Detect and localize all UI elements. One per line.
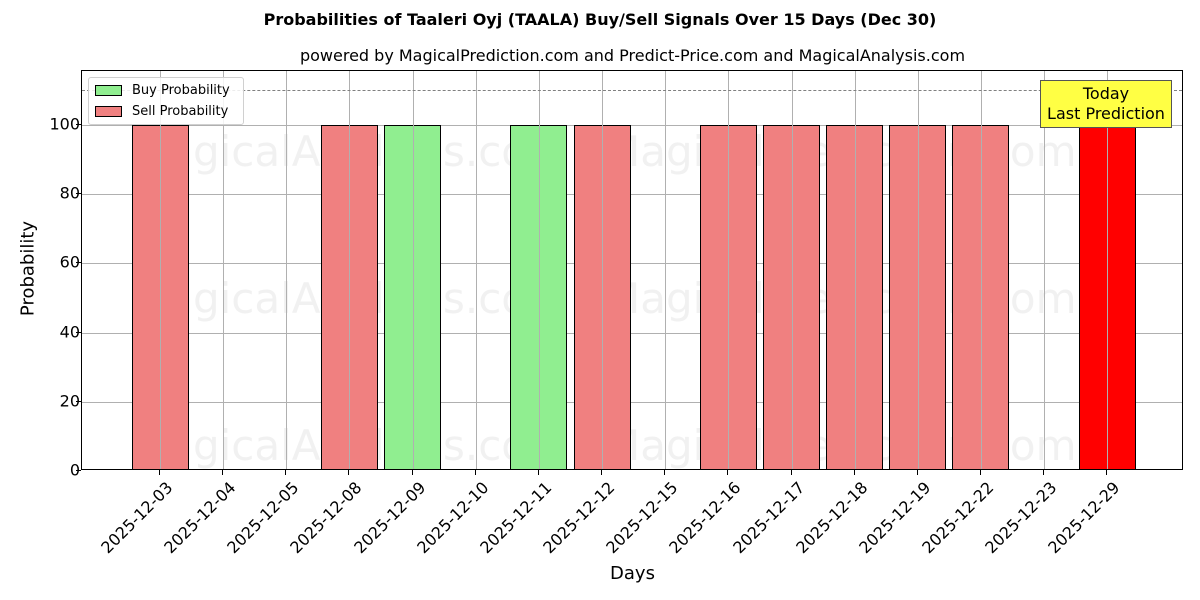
plot-area: MagicalAnalysis.comMagicalPrediction.com… xyxy=(81,70,1183,470)
gridline-horizontal xyxy=(82,263,1182,265)
y-tick-mark xyxy=(76,331,81,333)
y-tick-label: 60 xyxy=(59,252,80,272)
gridline-vertical xyxy=(1044,71,1045,469)
y-axis-label: Probability xyxy=(17,220,39,317)
reference-line xyxy=(82,90,1182,92)
sell-swatch-icon xyxy=(95,105,122,117)
sell-bar xyxy=(763,125,820,469)
gridline-horizontal xyxy=(82,401,1182,403)
gridline-vertical xyxy=(792,71,793,469)
x-tick-mark xyxy=(159,470,160,475)
y-tick-label: 0 xyxy=(69,460,80,480)
gridline-vertical xyxy=(602,71,603,469)
x-tick-mark xyxy=(854,470,855,475)
gridline-vertical xyxy=(286,71,287,469)
gridline-vertical xyxy=(349,71,350,469)
y-tick-mark xyxy=(76,262,81,264)
gridline-vertical xyxy=(855,71,856,469)
chart-subtitle: powered by MagicalPrediction.com and Pre… xyxy=(299,46,966,65)
buy-bar xyxy=(510,125,568,469)
annotation-line-1: Today xyxy=(1082,84,1130,103)
gridline-vertical xyxy=(413,71,414,469)
gridline-vertical xyxy=(539,71,540,469)
gridline-horizontal xyxy=(82,125,1182,126)
today-annotation: Today Last Prediction xyxy=(1040,80,1172,128)
chart-title: Probabilities of Taaleri Oyj (TAALA) Buy… xyxy=(263,10,937,29)
gridline-horizontal xyxy=(82,332,1182,334)
x-tick-mark xyxy=(222,470,223,475)
y-tick-mark xyxy=(76,124,81,125)
gridline-vertical xyxy=(918,71,919,469)
gridline-vertical xyxy=(223,71,224,469)
gridline-vertical xyxy=(981,71,982,469)
y-tick-mark xyxy=(76,400,81,402)
x-tick-mark xyxy=(348,470,349,475)
legend: Buy Probability Sell Probability xyxy=(88,77,244,125)
legend-sell-label: Sell Probability xyxy=(132,103,229,119)
x-tick-mark xyxy=(980,470,981,475)
gridline-vertical xyxy=(1107,71,1108,469)
x-tick-mark xyxy=(791,470,792,475)
x-tick-mark xyxy=(664,470,665,475)
buy-swatch-icon xyxy=(95,84,122,96)
buy-bar xyxy=(384,125,442,469)
legend-buy-label: Buy Probability xyxy=(132,82,230,98)
sell-bar xyxy=(889,125,947,469)
x-tick-mark xyxy=(1106,470,1107,475)
gridline-vertical xyxy=(160,71,161,469)
y-tick-label: 20 xyxy=(59,391,80,411)
sell-bar xyxy=(952,125,1010,469)
legend-item-sell: Sell Probability xyxy=(95,103,229,119)
x-tick-mark xyxy=(412,470,413,475)
y-tick-mark xyxy=(76,193,81,195)
gridline-vertical xyxy=(728,71,729,469)
y-tick-mark xyxy=(76,470,81,471)
gridline-horizontal xyxy=(82,194,1182,196)
gridline-vertical xyxy=(476,71,477,469)
x-tick-mark xyxy=(917,470,918,475)
x-tick-mark xyxy=(1043,470,1044,475)
sell-bar xyxy=(826,125,884,469)
gridline-vertical xyxy=(665,71,666,469)
x-tick-mark xyxy=(285,470,286,475)
x-tick-mark xyxy=(727,470,728,475)
annotation-line-2: Last Prediction xyxy=(1047,104,1165,123)
x-tick-mark xyxy=(601,470,602,475)
y-tick-label: 100 xyxy=(49,114,80,134)
y-tick-label: 40 xyxy=(59,322,80,342)
x-tick-mark xyxy=(475,470,476,475)
y-tick-label: 80 xyxy=(59,183,80,203)
x-tick-mark xyxy=(538,470,539,475)
x-axis-label: Days xyxy=(610,563,655,584)
legend-item-buy: Buy Probability xyxy=(95,82,230,98)
